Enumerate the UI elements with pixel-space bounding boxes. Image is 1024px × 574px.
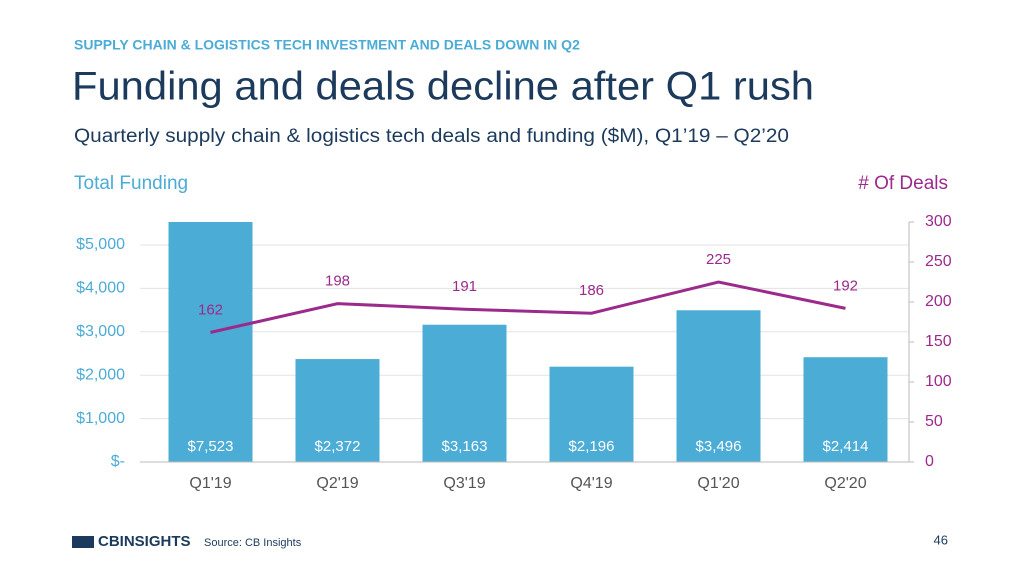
line	[210, 280, 846, 334]
line-value-label: 198	[325, 273, 350, 290]
kicker: SUPPLY CHAIN & LOGISTICS TECH INVESTMENT…	[74, 37, 580, 53]
bar-value-label: $2,414	[823, 438, 869, 455]
x-tick-label: Q1'20	[697, 475, 739, 492]
bar	[803, 357, 888, 462]
x-tick-label: Q2'20	[824, 475, 866, 492]
bar	[295, 359, 380, 462]
x-tick-label: Q4'19	[570, 475, 612, 492]
y2-tick-label: 100	[925, 373, 952, 390]
y2-axis-title: # Of Deals	[858, 173, 948, 194]
bar	[168, 222, 253, 462]
bar	[676, 310, 761, 462]
bar	[422, 324, 507, 462]
bar-value-label: $2,372	[315, 438, 361, 455]
bar-value-label: $3,496	[696, 438, 742, 455]
y2-tick-label: 0	[925, 453, 934, 470]
y-tick-label: $4,000	[76, 280, 125, 297]
y2-tick-label: 150	[925, 333, 952, 350]
line-value-label: 162	[198, 301, 223, 318]
chart-title: Funding and deals decline after Q1 rush	[72, 65, 814, 109]
bar-value-label: $3,163	[442, 438, 488, 455]
chart-subtitle: Quarterly supply chain & logistics tech …	[74, 126, 789, 147]
y-tick-label: $-	[111, 453, 125, 470]
y2-tick-label: 200	[925, 293, 952, 310]
y-tick-label: $3,000	[76, 323, 125, 340]
y2-tick-label: 50	[925, 413, 943, 430]
y-axis-title: Total Funding	[74, 173, 188, 194]
logo-icon	[72, 536, 94, 548]
x-tick-label: Q3'19	[443, 475, 485, 492]
y-tick-label: $1,000	[76, 410, 125, 427]
x-tick-label: Q1'19	[189, 475, 231, 492]
y-tick-label: $2,000	[76, 366, 125, 383]
bar-value-label: $7,523	[188, 438, 234, 455]
y-tick-label: $5,000	[76, 236, 125, 253]
y2-tick-label: 300	[925, 213, 952, 230]
line-value-label: 192	[833, 277, 858, 294]
brand: CBINSIGHTS	[98, 533, 191, 550]
page-number: 46	[934, 532, 948, 547]
y2-tick-label: 250	[925, 253, 952, 270]
x-tick-label: Q2'19	[316, 475, 358, 492]
line-value-label: 225	[706, 251, 731, 268]
plot-area	[168, 222, 888, 462]
source: Source: CB Insights	[204, 537, 302, 549]
line-value-label: 191	[452, 278, 477, 295]
bar	[549, 366, 634, 462]
line-value-label: 186	[579, 282, 604, 299]
bar-value-label: $2,196	[569, 438, 615, 455]
